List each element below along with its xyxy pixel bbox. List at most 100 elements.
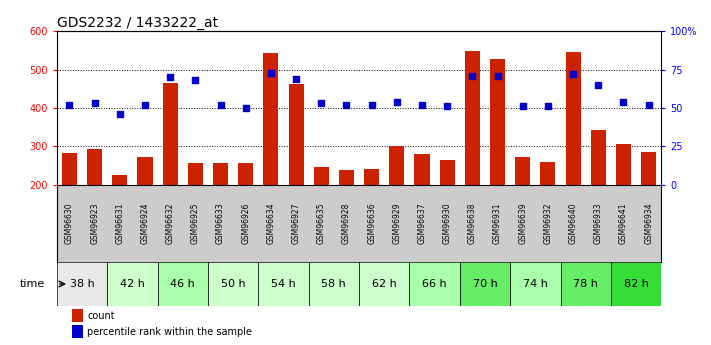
Text: GSM96930: GSM96930 (443, 203, 451, 244)
Text: GSM96924: GSM96924 (141, 203, 149, 244)
Text: 78 h: 78 h (573, 279, 598, 289)
Text: GSM96933: GSM96933 (594, 203, 603, 244)
Text: 50 h: 50 h (221, 279, 245, 289)
Text: GSM96633: GSM96633 (216, 203, 225, 244)
Bar (289, 84, 304, 185)
Text: GSM96638: GSM96638 (468, 203, 477, 244)
Text: 70 h: 70 h (473, 279, 497, 289)
Point (592, 82, 604, 88)
Bar (611, 262, 661, 306)
Bar (188, 162, 203, 185)
Bar (560, 262, 611, 306)
Bar (112, 175, 127, 185)
Bar (510, 262, 560, 306)
Text: 54 h: 54 h (271, 279, 296, 289)
Point (114, 111, 126, 117)
Bar (62, 153, 77, 185)
Bar (57, 262, 107, 306)
Text: GSM96632: GSM96632 (166, 203, 175, 244)
Text: percentile rank within the sample: percentile rank within the sample (87, 327, 252, 337)
Bar (439, 160, 455, 185)
Bar (359, 262, 410, 306)
Point (164, 75, 176, 80)
Text: GSM96934: GSM96934 (644, 203, 653, 244)
Point (517, 104, 528, 109)
Text: GSM96637: GSM96637 (417, 203, 427, 244)
Bar (309, 262, 359, 306)
Point (542, 104, 554, 109)
Bar (540, 162, 555, 185)
Point (89, 101, 100, 106)
Bar (87, 149, 102, 185)
Text: GSM96932: GSM96932 (543, 203, 552, 244)
Point (64, 102, 75, 108)
Bar (415, 154, 429, 185)
Bar (565, 52, 581, 185)
Text: 58 h: 58 h (321, 279, 346, 289)
Bar (137, 157, 153, 185)
Bar (641, 152, 656, 185)
Point (366, 102, 378, 108)
Bar (107, 262, 158, 306)
Point (466, 73, 478, 78)
Point (139, 102, 151, 108)
Text: GSM96927: GSM96927 (292, 203, 301, 244)
Text: GSM96929: GSM96929 (392, 203, 401, 244)
Bar (258, 262, 309, 306)
Point (341, 102, 352, 108)
Point (442, 104, 453, 109)
Text: 82 h: 82 h (624, 279, 648, 289)
Text: 62 h: 62 h (372, 279, 397, 289)
Text: GSM96640: GSM96640 (569, 203, 577, 244)
Bar (314, 167, 328, 185)
Bar (158, 262, 208, 306)
Text: GSM96923: GSM96923 (90, 203, 99, 244)
Text: GSM96641: GSM96641 (619, 203, 628, 244)
Text: GSM96639: GSM96639 (518, 203, 528, 244)
Bar (238, 162, 253, 185)
Point (290, 76, 301, 81)
Bar (208, 262, 258, 306)
Bar (213, 162, 228, 185)
Text: count: count (87, 311, 114, 321)
Point (391, 99, 402, 105)
Text: 42 h: 42 h (120, 279, 145, 289)
Text: GSM96925: GSM96925 (191, 203, 200, 244)
Point (417, 102, 428, 108)
Bar (389, 146, 405, 185)
Point (316, 101, 327, 106)
Text: GSM96926: GSM96926 (241, 203, 250, 244)
Text: 66 h: 66 h (422, 279, 447, 289)
Bar (163, 83, 178, 185)
Text: 74 h: 74 h (523, 279, 547, 289)
Point (567, 71, 579, 77)
Bar (72, 309, 83, 322)
Text: GSM96635: GSM96635 (317, 203, 326, 244)
Point (240, 105, 252, 111)
Bar (364, 169, 379, 185)
Point (492, 73, 503, 78)
Bar (591, 130, 606, 185)
Bar (339, 170, 354, 185)
Text: GSM96634: GSM96634 (267, 203, 275, 244)
Bar (490, 59, 505, 185)
Point (643, 102, 654, 108)
Bar (57, 185, 661, 262)
Bar (72, 325, 83, 338)
Text: GSM96630: GSM96630 (65, 203, 74, 244)
Text: GDS2232 / 1433222_at: GDS2232 / 1433222_at (57, 16, 218, 30)
Point (190, 78, 201, 83)
Text: time: time (19, 279, 45, 289)
Bar (616, 145, 631, 185)
Bar (515, 157, 530, 185)
Text: GSM96631: GSM96631 (115, 203, 124, 244)
Point (265, 70, 277, 75)
Bar (410, 262, 460, 306)
Bar (460, 262, 510, 306)
Text: GSM96931: GSM96931 (493, 203, 502, 244)
Text: GSM96636: GSM96636 (367, 203, 376, 244)
Text: 46 h: 46 h (171, 279, 195, 289)
Point (215, 102, 226, 108)
Text: GSM96928: GSM96928 (342, 203, 351, 244)
Point (618, 99, 629, 105)
